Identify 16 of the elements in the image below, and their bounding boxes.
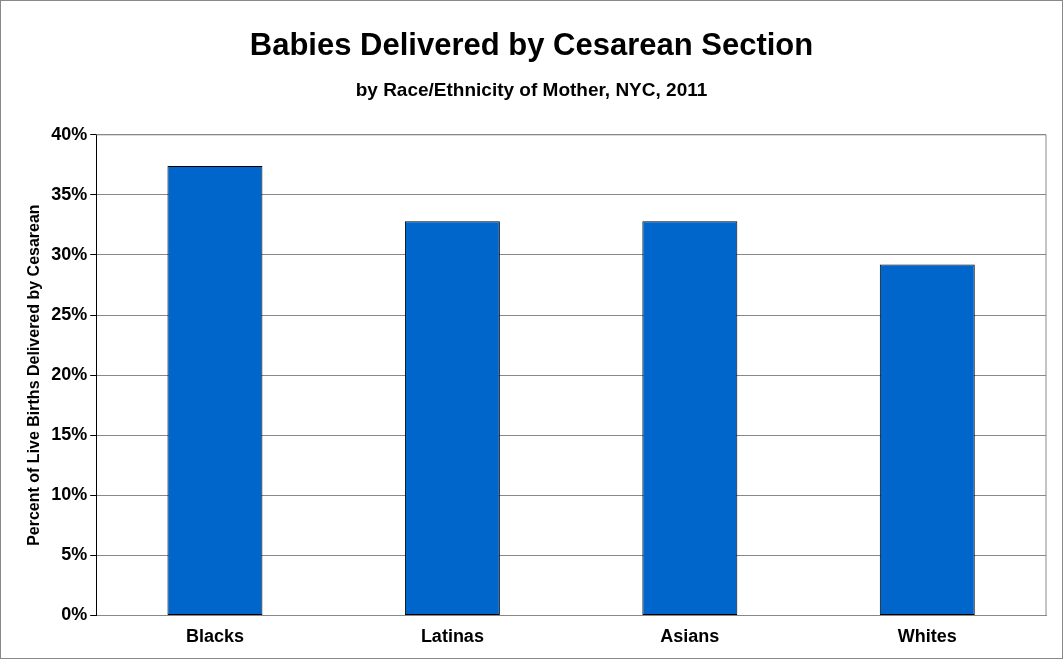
chart-title: Babies Delivered by Cesarean Section (248, 27, 815, 63)
y-tick-label: 0% (61, 604, 88, 625)
y-tick-label: 40% (51, 123, 88, 144)
y-tick-label: 35% (51, 183, 88, 204)
x-tick-label: Latinas (420, 626, 484, 647)
y-tick-label: 15% (51, 424, 88, 445)
chart-subtitle: by Race/Ethnicity of Mother, NYC, 2011 (354, 79, 709, 101)
y-tick-label: 10% (51, 484, 88, 505)
y-tick-label: 25% (51, 303, 88, 324)
x-tick-label: Blacks (185, 626, 244, 647)
y-tick-label: 5% (61, 544, 88, 565)
x-tick-label: Whites (897, 626, 957, 647)
y-tick-label: 30% (51, 243, 88, 264)
x-tick-label: Asians (660, 626, 720, 647)
y-axis-title: Percent of Live Births Delivered by Cesarean (25, 204, 43, 546)
y-tick-label: 20% (51, 364, 88, 385)
